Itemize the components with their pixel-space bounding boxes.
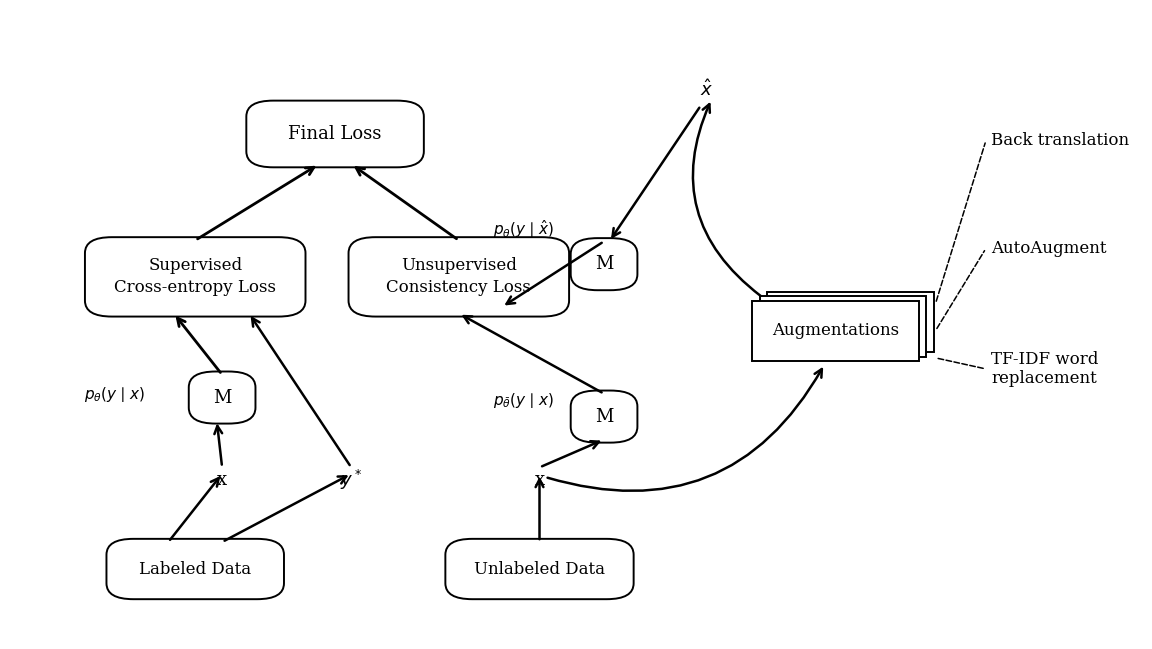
Text: x: x	[535, 471, 545, 489]
Text: M: M	[213, 389, 232, 406]
Text: Back translation: Back translation	[992, 132, 1129, 149]
Text: $y^*$: $y^*$	[340, 468, 363, 492]
Text: $p_{\theta}(y \mid \hat{x})$: $p_{\theta}(y \mid \hat{x})$	[493, 218, 554, 240]
Text: Augmentations: Augmentations	[772, 323, 899, 339]
Text: M: M	[594, 255, 613, 273]
FancyBboxPatch shape	[446, 539, 634, 599]
FancyArrowPatch shape	[547, 369, 821, 491]
FancyBboxPatch shape	[189, 371, 256, 424]
FancyArrowPatch shape	[692, 104, 760, 296]
Text: Unsupervised
Consistency Loss: Unsupervised Consistency Loss	[386, 257, 531, 297]
Text: M: M	[594, 408, 613, 426]
Text: Supervised
Cross-entropy Loss: Supervised Cross-entropy Loss	[114, 257, 276, 297]
Text: $p_{\bar{\theta}}(y \mid x)$: $p_{\bar{\theta}}(y \mid x)$	[493, 391, 554, 410]
Text: x: x	[217, 471, 227, 489]
Bar	[767, 292, 934, 352]
Bar	[752, 300, 919, 361]
Text: Final Loss: Final Loss	[288, 125, 381, 143]
Text: TF-IDF word
replacement: TF-IDF word replacement	[992, 350, 1099, 387]
Text: Labeled Data: Labeled Data	[139, 561, 251, 578]
FancyBboxPatch shape	[85, 237, 305, 317]
Text: AutoAugment: AutoAugment	[992, 239, 1107, 257]
FancyBboxPatch shape	[106, 539, 285, 599]
FancyBboxPatch shape	[247, 101, 424, 167]
FancyBboxPatch shape	[570, 238, 637, 290]
FancyBboxPatch shape	[349, 237, 569, 317]
Text: $p_{\theta}(y \mid x)$: $p_{\theta}(y \mid x)$	[84, 385, 145, 404]
FancyBboxPatch shape	[570, 391, 637, 443]
Text: Unlabeled Data: Unlabeled Data	[473, 561, 605, 578]
Bar	[759, 296, 926, 356]
Text: $\hat{x}$: $\hat{x}$	[699, 79, 713, 100]
